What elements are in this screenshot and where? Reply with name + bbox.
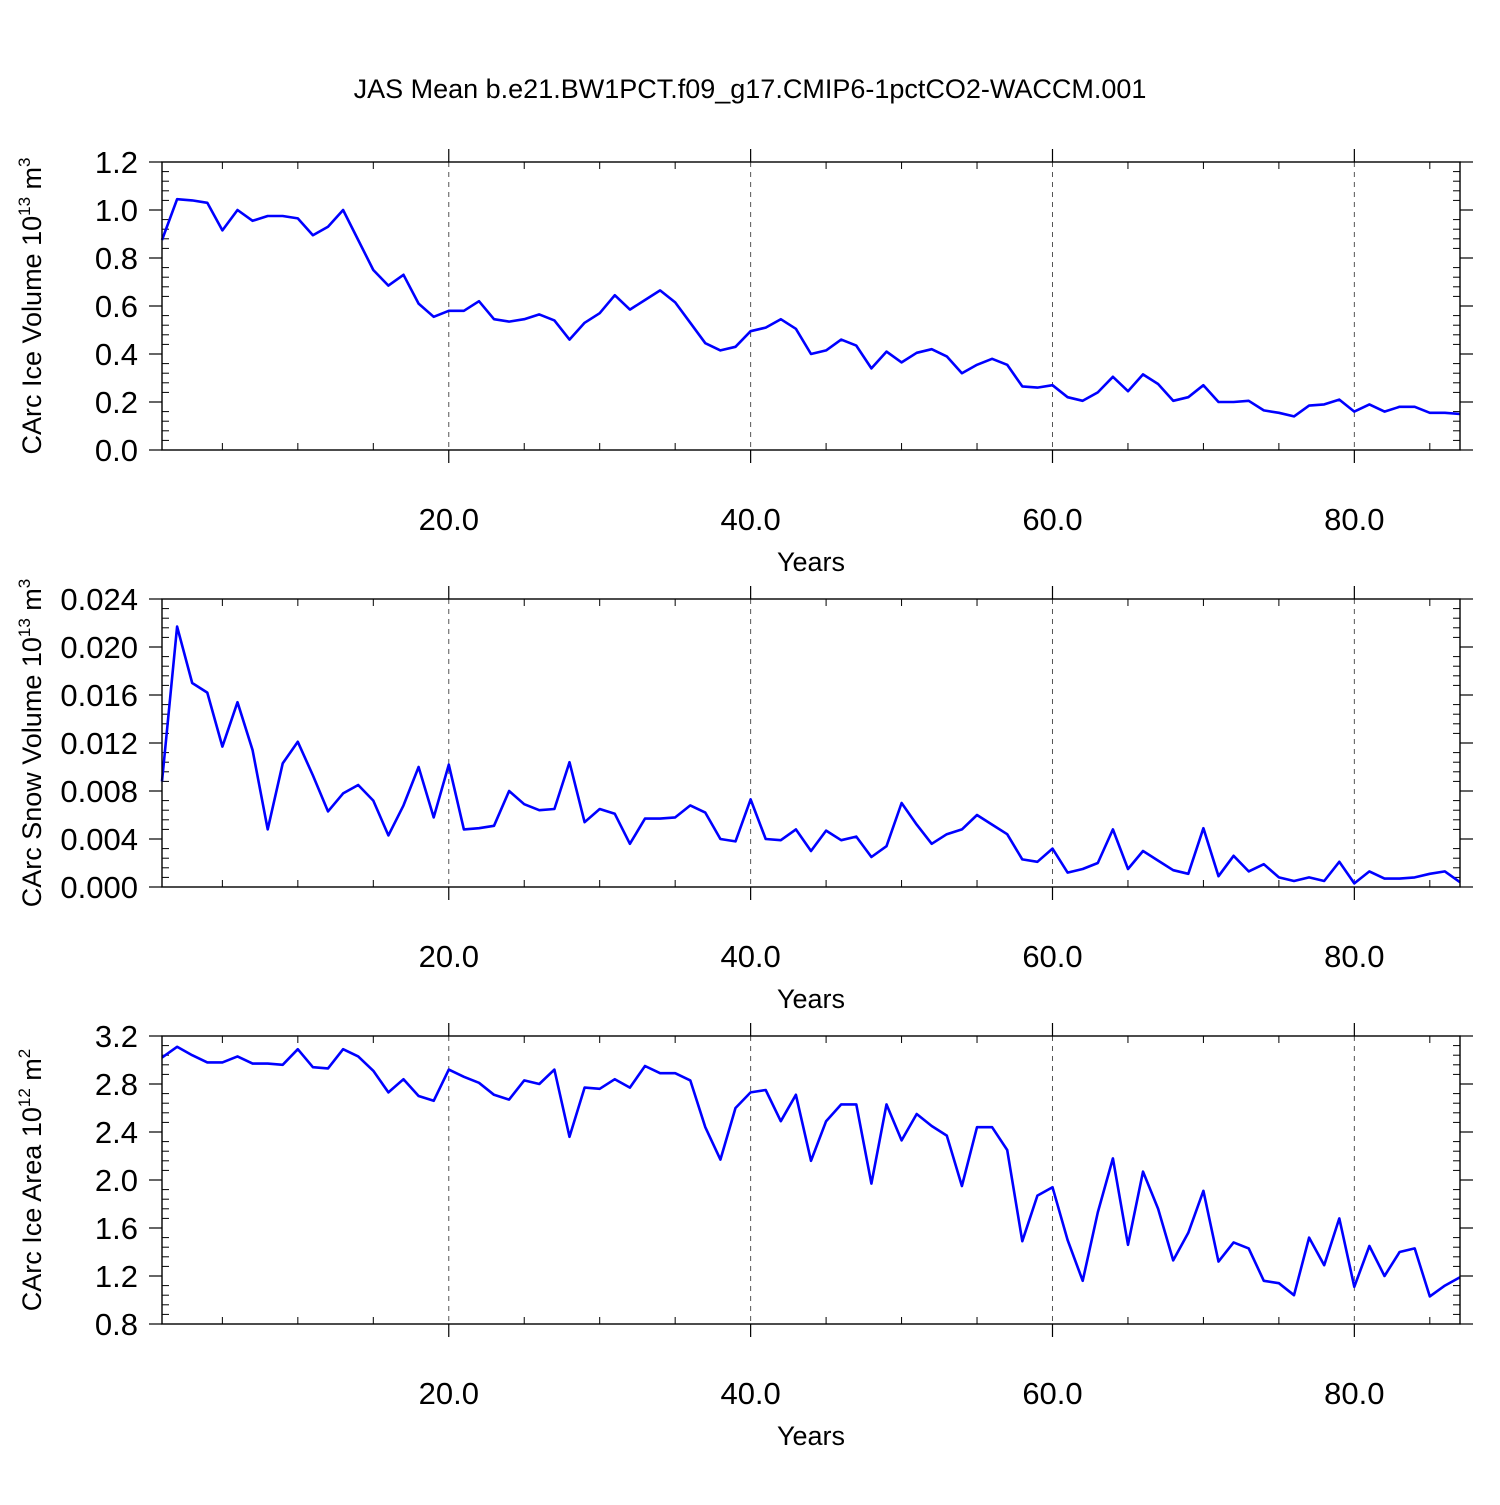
y-tick-label: 0.020 — [60, 630, 138, 665]
y-axis-title-part: 13 — [15, 618, 34, 637]
x-tick-label: 20.0 — [419, 502, 479, 537]
panel-2: 20.0 40.0 60.0 80.0 0.000 0.004 0.008 0.012 0.01… — [15, 579, 1473, 1014]
y-axis-title-part: m — [17, 1058, 47, 1088]
panel-1: 20.0 40.0 60.0 80.0 0.0 0.2 0.4 0.6 0.8 1.0 1.2 Yea… — [15, 145, 1473, 577]
y-axis-title: CArc Ice Area 1012 m2 — [15, 1049, 47, 1312]
y-tick-label: 0.0 — [95, 433, 138, 468]
x-tick-label: 40.0 — [720, 939, 780, 974]
series-line — [160, 197, 1461, 418]
y-tick-label: 3.2 — [95, 1019, 138, 1054]
x-axis-title: Years — [777, 547, 845, 577]
x-tick-label: 60.0 — [1022, 1376, 1082, 1411]
plot-frame — [161, 1035, 1461, 1325]
y-axis-title: CArc Snow Volume 1013 m3 — [15, 579, 47, 908]
y-axis-title-part: CArc Ice Volume 10 — [17, 216, 47, 455]
y-tick-label: 0.8 — [95, 241, 138, 276]
plot-frame — [161, 161, 1461, 451]
y-tick-label: 1.6 — [95, 1211, 138, 1246]
y-axis-title-part: 2 — [15, 1049, 34, 1058]
y-axis-title: CArc Ice Volume 1013 m3 — [15, 157, 47, 454]
x-tick-label: 40.0 — [720, 1376, 780, 1411]
y-axis-title-part: m — [17, 588, 47, 618]
y-axis-title-part: 3 — [15, 579, 34, 588]
y-axis-title-part: 12 — [15, 1088, 34, 1107]
figure-title: JAS Mean b.e21.BW1PCT.f09_g17.CMIP6-1pct… — [354, 74, 1147, 104]
y-tick-label: 0.6 — [95, 289, 138, 324]
y-tick-label: 0.8 — [95, 1307, 138, 1342]
series-line — [161, 1045, 1461, 1298]
y-axis-title-part: m — [17, 167, 47, 197]
y-tick-label: 0.024 — [60, 582, 138, 617]
plot-frame — [161, 598, 1461, 888]
x-tick-label: 40.0 — [720, 502, 780, 537]
x-tick-label: 20.0 — [419, 1376, 479, 1411]
y-tick-label: 0.2 — [95, 385, 138, 420]
y-tick-label: 0.000 — [60, 870, 138, 905]
y-axis-title-part: 13 — [15, 197, 34, 216]
x-tick-label: 80.0 — [1324, 939, 1384, 974]
y-tick-label: 2.4 — [95, 1115, 138, 1150]
y-tick-label: 0.4 — [95, 337, 138, 372]
x-axis-title: Years — [777, 1421, 845, 1451]
x-tick-label: 80.0 — [1324, 502, 1384, 537]
series-line — [160, 625, 1461, 885]
y-axis-title-part: CArc Snow Volume 10 — [17, 637, 47, 907]
y-tick-label: 2.0 — [95, 1163, 138, 1198]
x-tick-label: 60.0 — [1022, 502, 1082, 537]
x-tick-label: 20.0 — [419, 939, 479, 974]
y-tick-label: 2.8 — [95, 1067, 138, 1102]
y-tick-label: 1.2 — [95, 145, 138, 180]
x-tick-label: 80.0 — [1324, 1376, 1384, 1411]
panel-3: 20.0 40.0 60.0 80.0 0.8 1.2 1.6 2.0 2.4 2.8 3.2 Yea… — [15, 1019, 1473, 1451]
y-axis-title-part: CArc Ice Area 10 — [17, 1107, 47, 1311]
y-tick-label: 1.2 — [95, 1259, 138, 1294]
x-axis-title: Years — [777, 984, 845, 1014]
y-tick-label: 0.008 — [60, 774, 138, 809]
y-tick-label: 0.004 — [60, 822, 138, 857]
y-tick-label: 0.016 — [60, 678, 138, 713]
y-tick-label: 1.0 — [95, 193, 138, 228]
x-tick-label: 60.0 — [1022, 939, 1082, 974]
y-tick-label: 0.012 — [60, 726, 138, 761]
y-axis-title-part: 3 — [15, 157, 34, 166]
